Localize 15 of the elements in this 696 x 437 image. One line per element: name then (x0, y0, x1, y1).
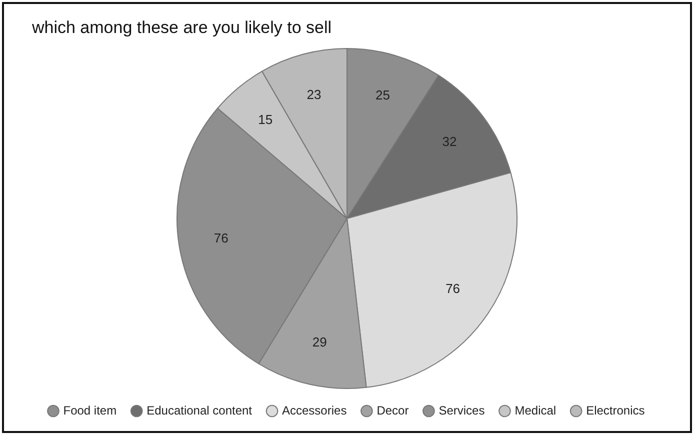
legend-label: Accessories (282, 403, 347, 418)
data-label: 15 (258, 112, 273, 128)
legend-label: Food item (63, 403, 117, 418)
legend-label: Electronics (586, 403, 645, 418)
legend-label: Educational content (146, 403, 253, 418)
legend-label: Services (438, 403, 485, 418)
chart-title: which among these are you likely to sell (32, 18, 332, 38)
legend-label: Decor (376, 403, 409, 418)
data-label: 76 (446, 281, 460, 296)
data-label: 25 (376, 88, 390, 103)
data-label: 32 (442, 134, 457, 150)
data-label: 76 (214, 230, 228, 246)
data-label: 29 (312, 334, 327, 350)
legend-label: Medical (514, 403, 556, 418)
data-label: 23 (306, 86, 322, 102)
